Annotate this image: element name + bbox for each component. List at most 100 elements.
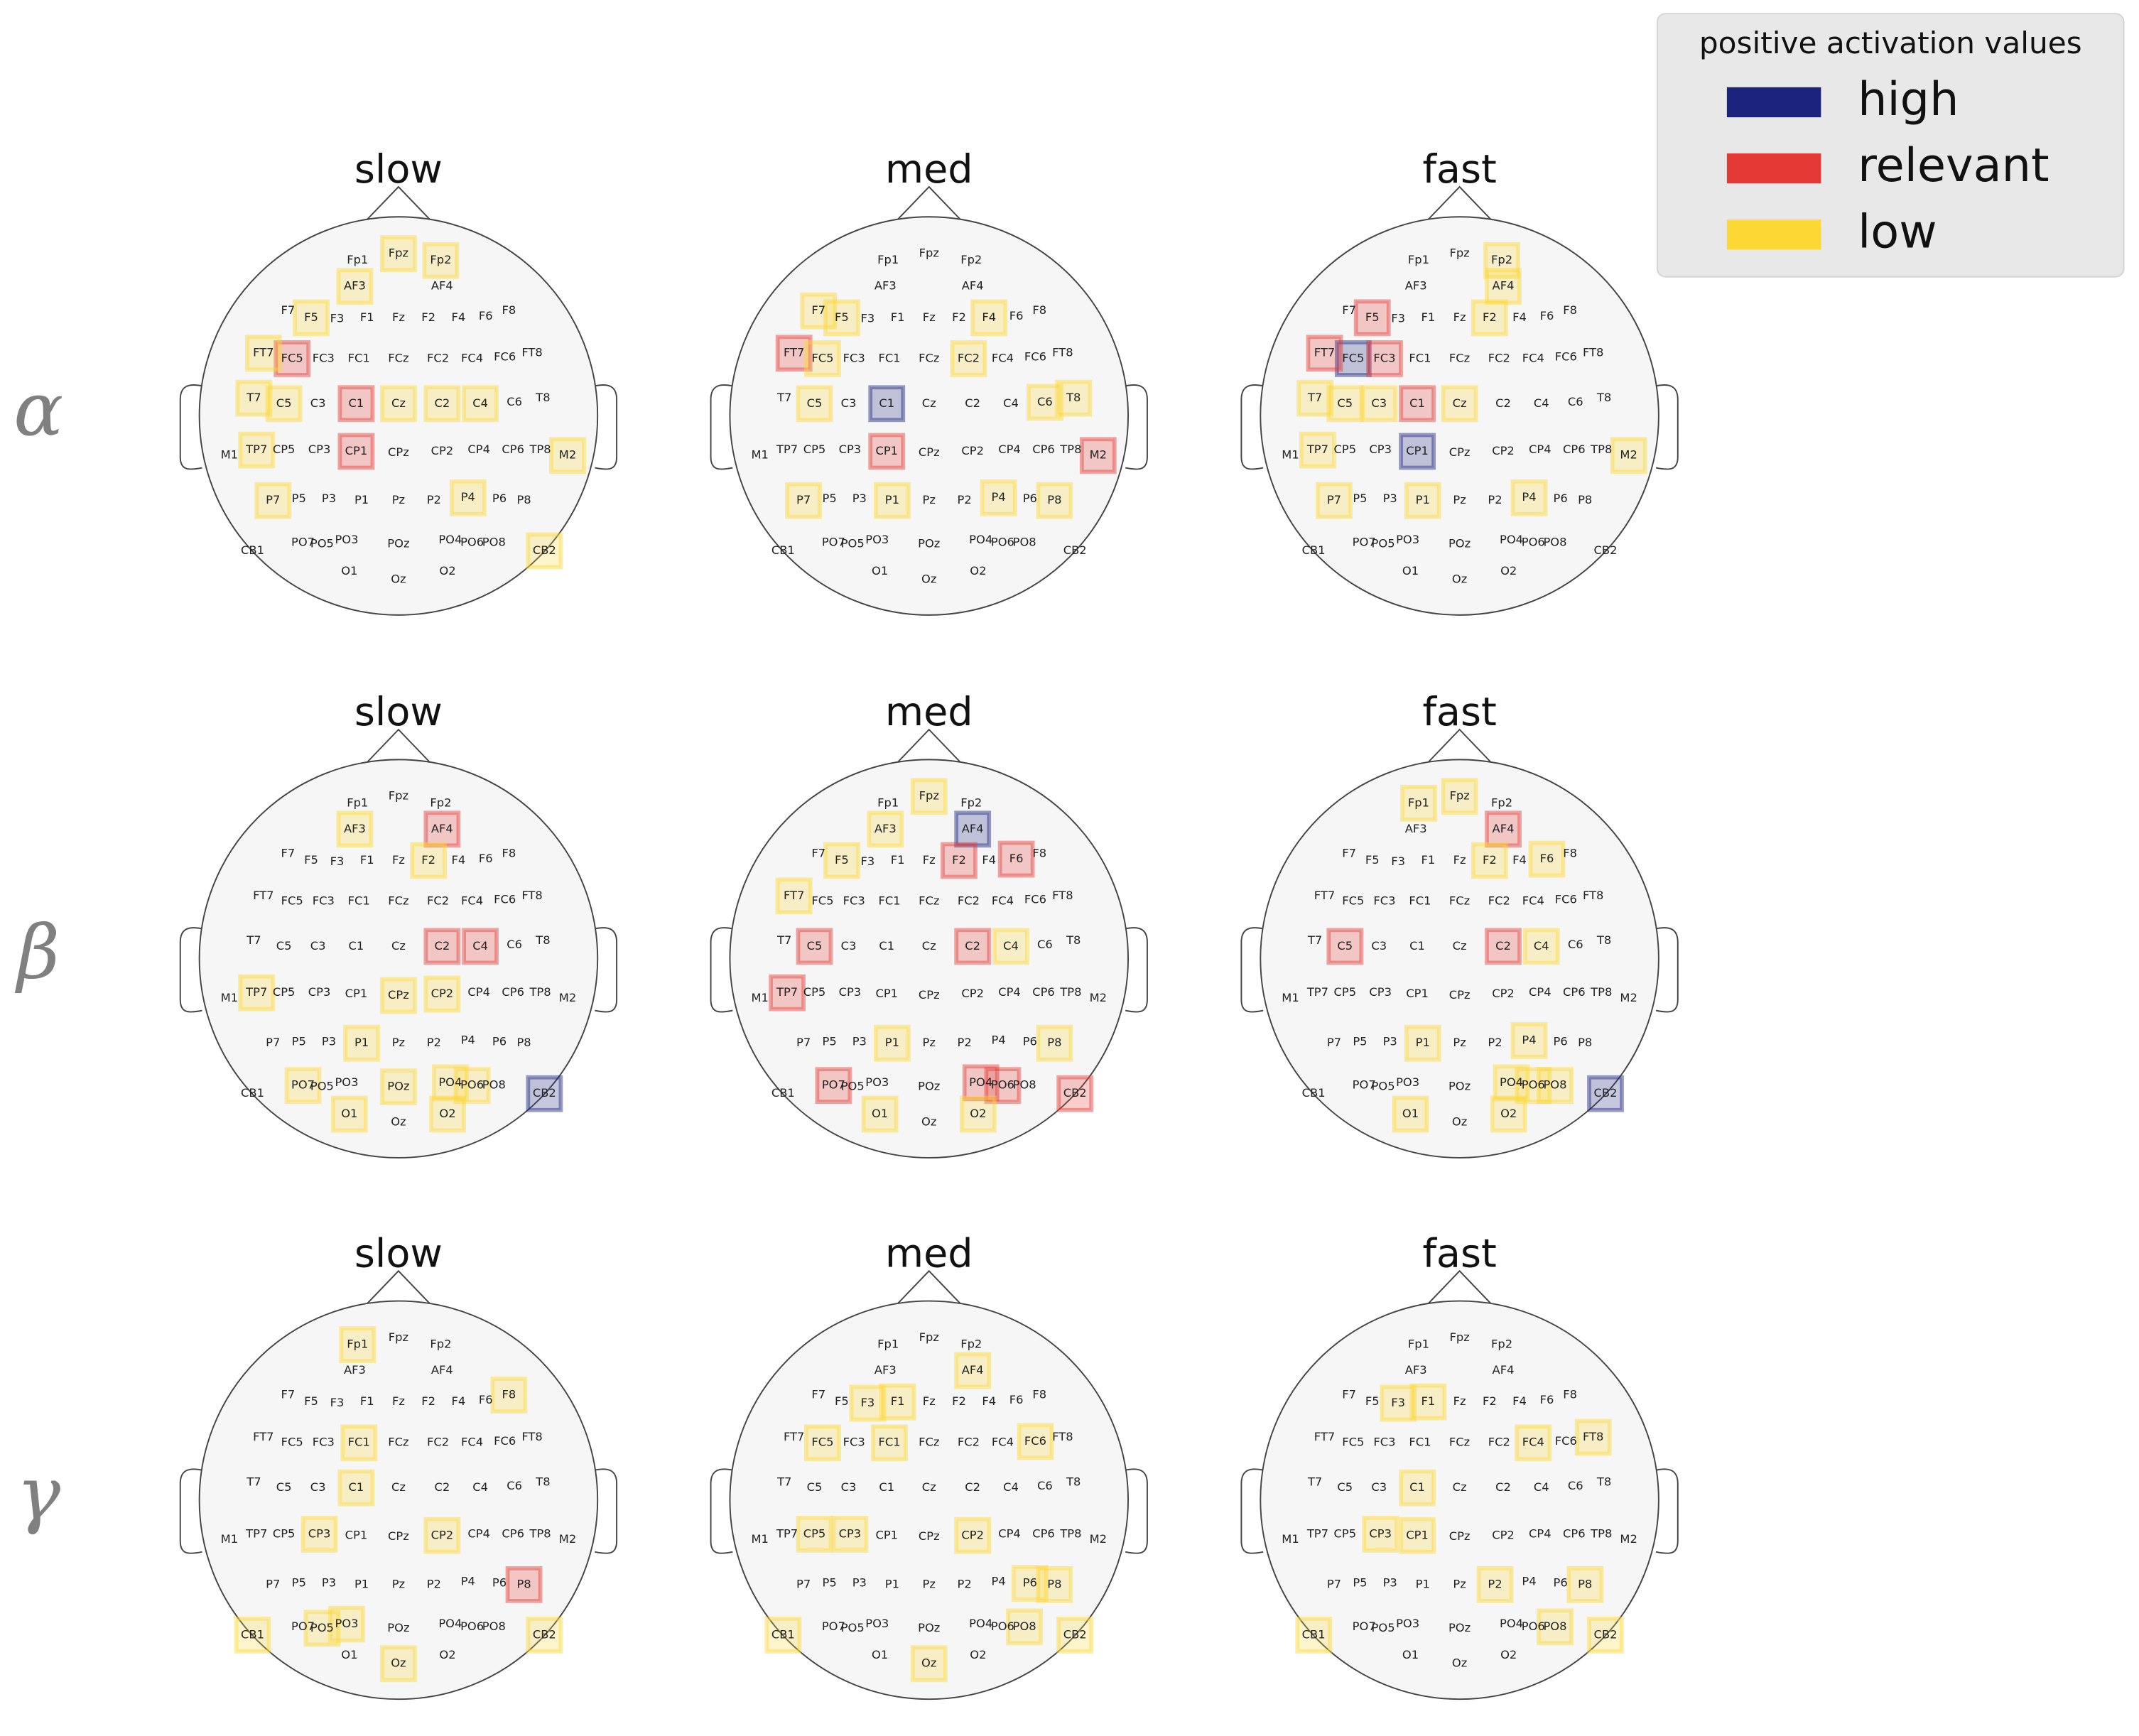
electrode-label: F5 <box>304 1394 318 1408</box>
electrode-label: F7 <box>281 846 296 859</box>
legend-label: high <box>1858 72 1959 126</box>
electrode-label: F1 <box>1422 853 1436 867</box>
electrode-label: F8 <box>1032 303 1046 317</box>
electrode-label: O2 <box>1500 1107 1517 1120</box>
ear-right <box>1125 927 1148 1013</box>
electrode-label: Oz <box>921 1115 936 1129</box>
electrode-label: PO4 <box>1500 533 1523 546</box>
electrode-label: Fp1 <box>347 1337 368 1350</box>
electrode-label: F6 <box>479 1393 493 1406</box>
electrode-label: TP7 <box>1306 443 1328 456</box>
electrode-label: P1 <box>1416 493 1430 506</box>
electrode-label: FC4 <box>1522 351 1544 364</box>
electrode-label: CP6 <box>1563 443 1586 456</box>
highlight-low <box>1515 1424 1552 1462</box>
electrode-label: F8 <box>502 1388 516 1401</box>
electrode-label: CP6 <box>502 443 524 456</box>
electrode-label: CP5 <box>803 443 826 456</box>
highlight-low <box>879 1383 916 1421</box>
electrode-label: F1 <box>360 1394 374 1408</box>
highlight-low <box>804 1424 841 1462</box>
electrode-label: FC6 <box>494 893 516 906</box>
highlight-low <box>970 299 1008 337</box>
legend-box <box>1657 13 2125 278</box>
highlight-low <box>954 1517 992 1554</box>
electrode-label: FC3 <box>1373 1436 1395 1449</box>
highlight-relevant <box>962 1064 1000 1102</box>
electrode-label: P3 <box>1383 492 1397 505</box>
electrode-label: Fp2 <box>1491 1337 1512 1350</box>
highlight-low <box>235 379 273 417</box>
electrode-label: C6 <box>1037 1479 1053 1492</box>
electrode-label: TP8 <box>1590 985 1612 999</box>
electrode-label: Fpz <box>1449 246 1469 260</box>
electrode-label: P3 <box>322 1034 336 1048</box>
electrode-label: Fp1 <box>1408 796 1429 809</box>
electrode-label: AF4 <box>962 279 984 293</box>
nose <box>1426 728 1493 764</box>
electrode-label: AF4 <box>431 822 453 835</box>
electrode-label: F4 <box>982 853 996 867</box>
highlight-low <box>1316 482 1353 519</box>
electrode-label: CB2 <box>1063 1086 1087 1100</box>
electrode-label: P3 <box>852 1575 867 1589</box>
electrode-label: C6 <box>1037 938 1053 951</box>
electrode-label: F5 <box>304 853 318 867</box>
electrode-label: AF3 <box>874 279 897 293</box>
electrode-label: Pz <box>1453 1577 1466 1590</box>
highlight-relevant <box>769 974 806 1011</box>
electrode-label: T7 <box>246 391 261 404</box>
electrode-label: FC4 <box>992 894 1014 908</box>
electrode-label: P3 <box>322 1575 336 1589</box>
highlight-relevant <box>815 1067 852 1105</box>
electrode-label: T8 <box>535 933 550 947</box>
electrode-label: O2 <box>1500 564 1517 577</box>
highlight-low <box>380 1645 417 1683</box>
electrode-label: C1 <box>349 396 364 410</box>
electrode-label: C5 <box>807 396 823 410</box>
electrode-label: M1 <box>221 1532 238 1546</box>
electrode-label: F7 <box>811 846 825 859</box>
electrode-label: AF4 <box>431 279 453 293</box>
highlight-low <box>1409 1383 1447 1421</box>
electrode-label: Pz <box>1453 493 1466 506</box>
electrode-label: Oz <box>1452 1656 1467 1670</box>
electrode-label: F1 <box>891 1394 905 1408</box>
highlight-low <box>265 385 303 423</box>
electrode-label: CP6 <box>1032 985 1055 999</box>
highlight-low <box>449 479 487 516</box>
electrode-label: P5 <box>1353 1034 1367 1048</box>
electrode-label: CP5 <box>1334 985 1357 999</box>
electrode-label: PO7 <box>1353 1620 1376 1633</box>
electrode-label: PO4 <box>969 1617 992 1630</box>
electrode-label: Cz <box>922 396 936 410</box>
electrode-label: F8 <box>1563 1388 1577 1401</box>
electrode-label: AF4 <box>1493 279 1515 293</box>
electrode-label: FC2 <box>427 894 449 908</box>
highlight-low <box>1036 1566 1073 1603</box>
highlight-low <box>831 1515 869 1553</box>
electrode-label: T8 <box>535 1475 550 1488</box>
electrode-label: C5 <box>276 396 292 410</box>
electrode-label: C5 <box>1337 396 1353 410</box>
highlight-low <box>254 482 292 519</box>
electrode-label: FT7 <box>253 889 274 902</box>
highlight-low <box>980 479 1017 516</box>
electrode-label: F7 <box>811 1388 825 1401</box>
highlight-low <box>796 1515 833 1553</box>
electrode-label: FC3 <box>313 1436 335 1449</box>
electrode-label: CP3 <box>839 443 862 456</box>
electrode-label: Pz <box>923 493 936 506</box>
highlight-low <box>284 1067 322 1105</box>
electrode-label: POz <box>918 1080 940 1093</box>
electrode-label: FC6 <box>1024 893 1046 906</box>
electrode-label: Fp2 <box>1491 253 1512 266</box>
highlight-relevant <box>1366 340 1403 377</box>
electrode-label: CP3 <box>308 1526 331 1540</box>
electrode-label: CP6 <box>1563 985 1586 999</box>
highlight-low <box>1027 384 1063 421</box>
electrode-label: Cz <box>1453 396 1467 410</box>
electrode-label: FC5 <box>1342 351 1364 364</box>
electrode-label: Oz <box>1452 572 1467 585</box>
electrode-label: CP4 <box>1529 443 1552 456</box>
